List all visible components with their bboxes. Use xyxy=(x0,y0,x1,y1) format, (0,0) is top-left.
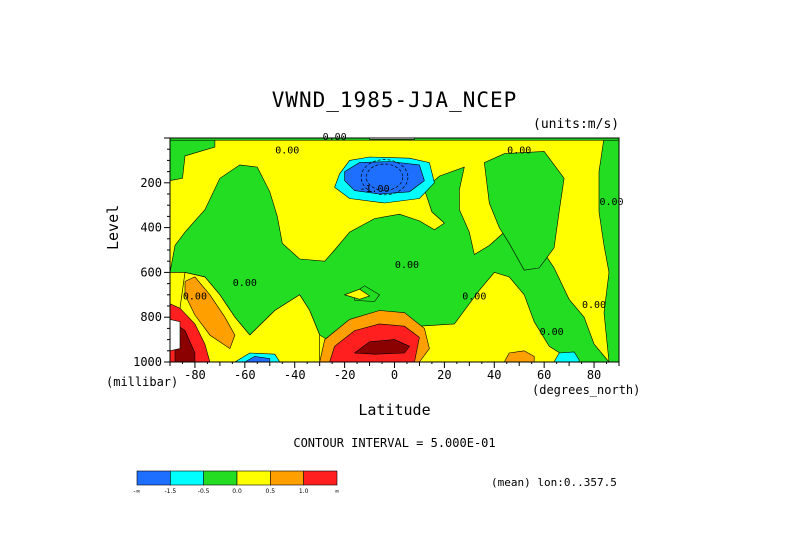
contour-label: 0.00 xyxy=(233,278,257,289)
colorbar-swatch xyxy=(136,470,171,486)
mean-longitude-note: (mean) lon:0..357.5 xyxy=(491,476,617,489)
colorbar-label: -∞ xyxy=(133,488,140,495)
contour-label: 0.00 xyxy=(183,291,207,302)
x-tick-label: 60 xyxy=(537,368,551,382)
x-tick-label: -40 xyxy=(284,368,306,382)
dashed-contour xyxy=(360,159,409,196)
blue-region-upper xyxy=(344,161,425,195)
y-axis-unit: (millibar) xyxy=(106,375,179,389)
colorbar-swatch xyxy=(236,470,271,486)
contour-labels: 0.00 0.00 -1.00 0.00 0.00 0.00 0.00 0.00 0.00 0.0… xyxy=(183,132,624,338)
y-tick-label: 600 xyxy=(140,265,162,279)
contour-label: 0.00 xyxy=(540,327,564,338)
contour-label: 0.00 xyxy=(599,197,623,208)
contour-label: 0.00 xyxy=(582,300,606,311)
colorbar-label: 0.5 xyxy=(266,488,276,495)
x-tick-label: -60 xyxy=(234,368,256,382)
colorbar-label: -0.5 xyxy=(198,488,210,495)
colorbar-label: -1.5 xyxy=(164,488,176,495)
orange-region-sh xyxy=(184,276,236,350)
dashed-contour xyxy=(365,163,404,191)
contour-label: 0.00 xyxy=(395,260,419,271)
colorbar-label: 1.0 xyxy=(299,488,309,495)
chart-title: VWND_1985-JJA_NCEP xyxy=(271,88,518,112)
y-tick-label: 1000 xyxy=(133,355,162,369)
x-axis-label: Latitude xyxy=(358,401,431,419)
yellow-patch-mid xyxy=(343,288,371,300)
contour-label: -1.00 xyxy=(359,184,389,195)
x-tick-label: 40 xyxy=(487,368,501,382)
x-tick-label: 80 xyxy=(587,368,601,382)
y-tick-label: 400 xyxy=(140,221,162,235)
darkred-region-eq xyxy=(353,339,410,355)
contour-label: 0.00 xyxy=(275,146,299,157)
y-tick-label: 200 xyxy=(140,176,162,190)
colorbar-swatch xyxy=(303,470,338,486)
colorbar-swatch xyxy=(203,470,238,486)
x-tick-label: 20 xyxy=(437,368,451,382)
y-tick-label: 800 xyxy=(140,310,162,324)
colorbar-label: 0.0 xyxy=(232,488,242,495)
green-region-nh xyxy=(483,151,565,271)
colorbar-swatch xyxy=(170,470,204,486)
contour-interval-note: CONTOUR INTERVAL = 5.000E-01 xyxy=(293,436,496,450)
contour-label: 0.00 xyxy=(507,146,531,157)
y-axis-label: Level xyxy=(104,204,122,250)
x-tick-label: 0 xyxy=(391,368,398,382)
colorbar-label: ∞ xyxy=(335,488,340,495)
contour-label: 0.00 xyxy=(462,291,486,302)
x-tick-label: -80 xyxy=(184,368,206,382)
colorbar-swatch xyxy=(270,470,304,486)
units-note: (units:m/s) xyxy=(533,117,620,132)
contour-label: 0.00 xyxy=(323,132,347,143)
x-axis-unit: (degrees_north) xyxy=(532,383,641,397)
x-tick-label: -20 xyxy=(334,368,356,382)
chart-axes: -80 -60 -40 -20 0 20 40 60 80 200 400 600 800 1000 xyxy=(133,137,620,382)
